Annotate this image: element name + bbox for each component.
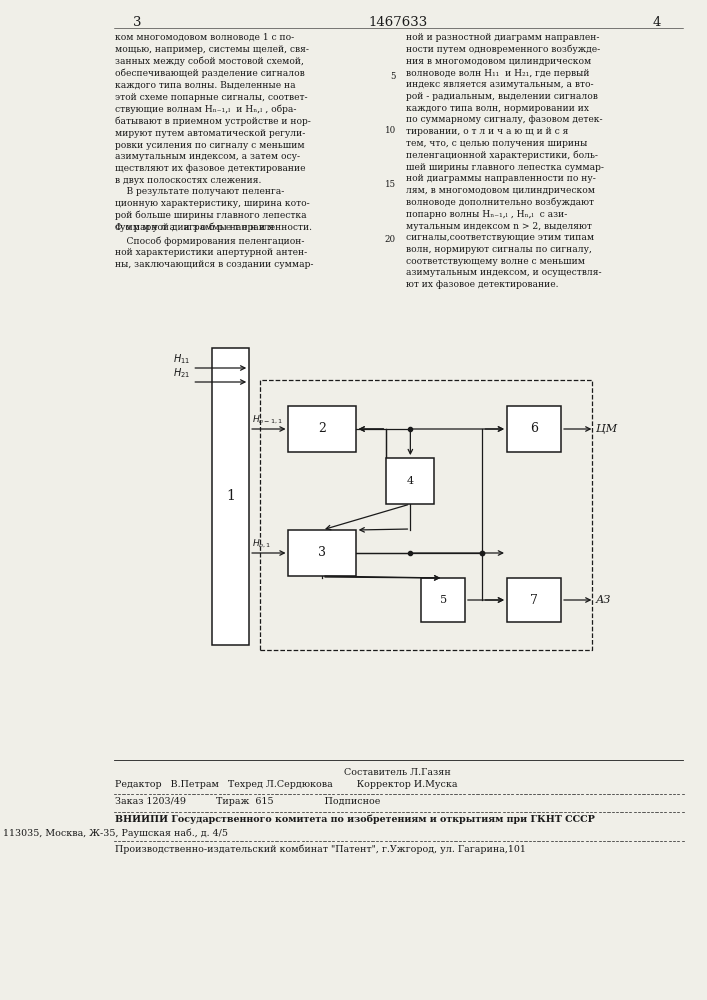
Text: 5: 5	[440, 595, 447, 605]
Text: 15: 15	[385, 180, 396, 189]
Text: 3: 3	[133, 16, 141, 29]
Bar	[507, 406, 561, 452]
Bar	[386, 458, 434, 504]
Bar	[259, 380, 592, 650]
Text: Составитель Л.Газян: Составитель Л.Газян	[344, 768, 451, 777]
Text: 7: 7	[530, 593, 538, 606]
Text: Редактор   В.Петрам   Техред Л.Сердюкова        Корректор И.Муска: Редактор В.Петрам Техред Л.Сердюкова Кор…	[115, 780, 458, 789]
Text: $H_{11}$: $H_{11}$	[173, 352, 191, 366]
Bar	[211, 348, 249, 645]
Text: Производственно-издательский комбинат "Патент", г.Ужгород, ул. Гагарина,101: Производственно-издательский комбинат "П…	[115, 844, 526, 854]
Text: ной и разностной диаграмм направлен-
ности путем одновременного возбужде-
ния в : ной и разностной диаграмм направлен- нос…	[406, 33, 604, 289]
Text: Заказ 1203/49          Тираж  615                 Подписное: Заказ 1203/49 Тираж 615 Подписное	[115, 797, 381, 806]
Bar	[288, 406, 356, 452]
Text: АЗ: АЗ	[596, 595, 612, 605]
Text: ЦМ: ЦМ	[596, 424, 617, 434]
Bar	[288, 530, 356, 576]
Text: 2: 2	[318, 422, 326, 436]
Text: 6: 6	[530, 422, 538, 436]
Bar	[421, 578, 465, 622]
Text: Способ формирования пеленгацион-
ной характеристики апертурной антен-
ны, заключ: Способ формирования пеленгацион- ной хар…	[115, 236, 314, 269]
Text: ВНИИПИ Государственного комитета по изобретениям и открытиям при ГКНТ СССР: ВНИИПИ Государственного комитета по изоб…	[115, 815, 595, 824]
Text: 3: 3	[318, 546, 326, 560]
Text: 1: 1	[226, 489, 235, 504]
Bar	[507, 578, 561, 622]
Text: Ф о р м у л а   и з о б р е т е н и я: Ф о р м у л а и з о б р е т е н и я	[115, 222, 274, 232]
Text: 20: 20	[385, 235, 396, 244]
Text: 10: 10	[385, 126, 396, 135]
Text: $H_{n,1}$: $H_{n,1}$	[252, 538, 271, 550]
Text: 5: 5	[390, 72, 396, 81]
Text: $H_{21}$: $H_{21}$	[173, 366, 191, 380]
Text: 113035, Москва, Ж-35, Раушская наб., д. 4/5: 113035, Москва, Ж-35, Раушская наб., д. …	[3, 828, 228, 838]
Text: 4: 4	[407, 476, 414, 486]
Text: 1467633: 1467633	[368, 16, 428, 29]
Text: $H_{n-1,1}$: $H_{n-1,1}$	[252, 414, 283, 426]
Text: ком многомодовом волноводе 1 с по-
мощью, например, системы щелей, свя-
занных м: ком многомодовом волноводе 1 с по- мощью…	[115, 33, 312, 232]
Text: 4: 4	[653, 16, 661, 29]
